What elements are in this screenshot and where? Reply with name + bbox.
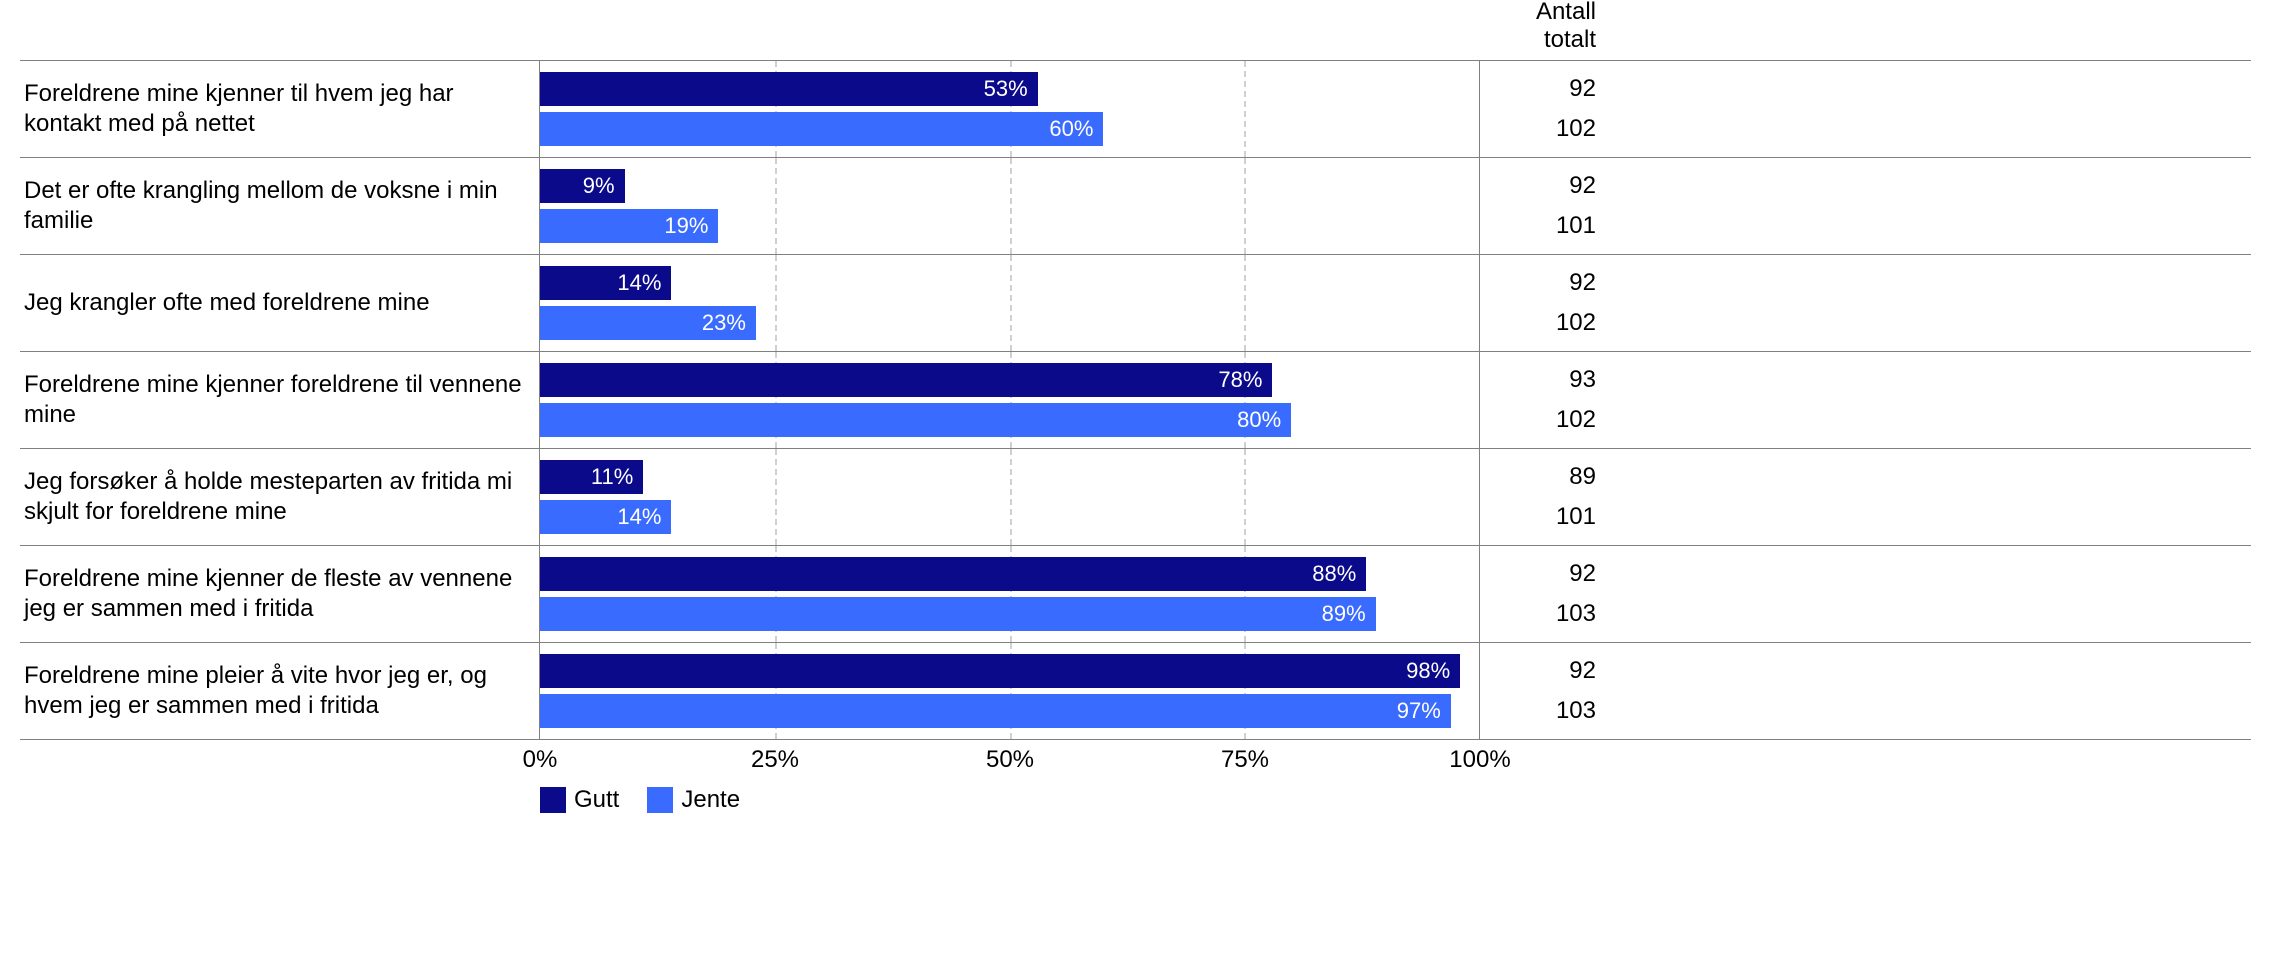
bar-value-label: 23% [540,306,756,340]
axis-tick-label: 0% [523,746,558,774]
total-gutt: 92 [1480,72,1600,106]
bar-jente: 60% [540,112,1479,146]
row-totals: 92101 [1480,158,1600,254]
bar-jente: 19% [540,209,1479,243]
total-gutt: 89 [1480,460,1600,494]
total-gutt: 92 [1480,266,1600,300]
row-label: Jeg krangler ofte med foreldrene mine [20,255,540,351]
legend-swatch [540,787,566,813]
row-bars: 14%23% [540,255,1480,351]
chart-row: Det er ofte krangling mellom de voksne i… [20,157,2251,254]
legend-swatch [647,787,673,813]
row-bars: 11%14% [540,449,1480,545]
row-label: Det er ofte krangling mellom de voksne i… [20,158,540,254]
bar-gutt: 88% [540,557,1479,591]
bar-gutt: 14% [540,266,1479,300]
chart-row: Foreldrene mine kjenner de fleste av ven… [20,545,2251,642]
total-jente: 101 [1480,500,1600,534]
bar-value-label: 19% [540,209,718,243]
bar-value-label: 14% [540,500,671,534]
row-totals: 92103 [1480,643,1600,739]
total-jente: 102 [1480,112,1600,146]
bar-value-label: 97% [540,694,1451,728]
row-bars: 53%60% [540,61,1480,157]
total-jente: 103 [1480,694,1600,728]
chart-header-row: Antall totalt [20,20,2251,60]
bar-jente: 23% [540,306,1479,340]
bar-jente: 14% [540,500,1479,534]
total-jente: 102 [1480,306,1600,340]
total-gutt: 92 [1480,654,1600,688]
legend-item-gutt: Gutt [540,786,619,814]
row-totals: 93102 [1480,352,1600,448]
x-axis: 0% 25% 50% 75% 100% [20,740,2251,780]
bar-gutt: 98% [540,654,1479,688]
bar-gutt: 78% [540,363,1479,397]
bar-value-label: 60% [540,112,1103,146]
row-bars: 88%89% [540,546,1480,642]
total-gutt: 92 [1480,169,1600,203]
bar-value-label: 80% [540,403,1291,437]
bar-value-label: 89% [540,597,1376,631]
row-totals: 89101 [1480,449,1600,545]
total-jente: 103 [1480,597,1600,631]
total-gutt: 93 [1480,363,1600,397]
chart-rows: Foreldrene mine kjenner til hvem jeg har… [20,60,2251,740]
bar-value-label: 88% [540,557,1366,591]
row-totals: 92102 [1480,61,1600,157]
bar-jente: 80% [540,403,1479,437]
totals-header: Antall totalt [1536,0,1596,53]
row-bars: 78%80% [540,352,1480,448]
legend-label: Gutt [574,786,619,814]
legend-item-jente: Jente [647,786,740,814]
bar-gutt: 53% [540,72,1479,106]
row-bars: 9%19% [540,158,1480,254]
axis-tick-label: 25% [751,746,799,774]
bar-value-label: 98% [540,654,1460,688]
row-bars: 98%97% [540,643,1480,739]
row-label: Jeg forsøker å holde mesteparten av frit… [20,449,540,545]
total-jente: 102 [1480,403,1600,437]
total-jente: 101 [1480,209,1600,243]
row-label: Foreldrene mine kjenner de fleste av ven… [20,546,540,642]
bar-value-label: 78% [540,363,1272,397]
legend-label: Jente [681,786,740,814]
bar-value-label: 14% [540,266,671,300]
bar-jente: 89% [540,597,1479,631]
row-totals: 92102 [1480,255,1600,351]
bar-value-label: 53% [540,72,1038,106]
row-label: Foreldrene mine kjenner foreldrene til v… [20,352,540,448]
chart-row: Jeg forsøker å holde mesteparten av frit… [20,448,2251,545]
bar-gutt: 11% [540,460,1479,494]
axis-tick-label: 75% [1221,746,1269,774]
row-label: Foreldrene mine pleier å vite hvor jeg e… [20,643,540,739]
legend: Gutt Jente [540,786,2251,814]
chart-row: Foreldrene mine kjenner til hvem jeg har… [20,60,2251,157]
row-totals: 92103 [1480,546,1600,642]
bar-jente: 97% [540,694,1479,728]
grouped-bar-chart: Antall totalt Foreldrene mine kjenner ti… [20,20,2251,814]
row-label: Foreldrene mine kjenner til hvem jeg har… [20,61,540,157]
axis-tick-label: 100% [1449,746,1510,774]
chart-row: Jeg krangler ofte med foreldrene mine14%… [20,254,2251,351]
total-gutt: 92 [1480,557,1600,591]
chart-row: Foreldrene mine kjenner foreldrene til v… [20,351,2251,448]
bar-gutt: 9% [540,169,1479,203]
bar-value-label: 9% [540,169,625,203]
axis-tick-label: 50% [986,746,1034,774]
chart-row: Foreldrene mine pleier å vite hvor jeg e… [20,642,2251,740]
bar-value-label: 11% [540,460,643,494]
